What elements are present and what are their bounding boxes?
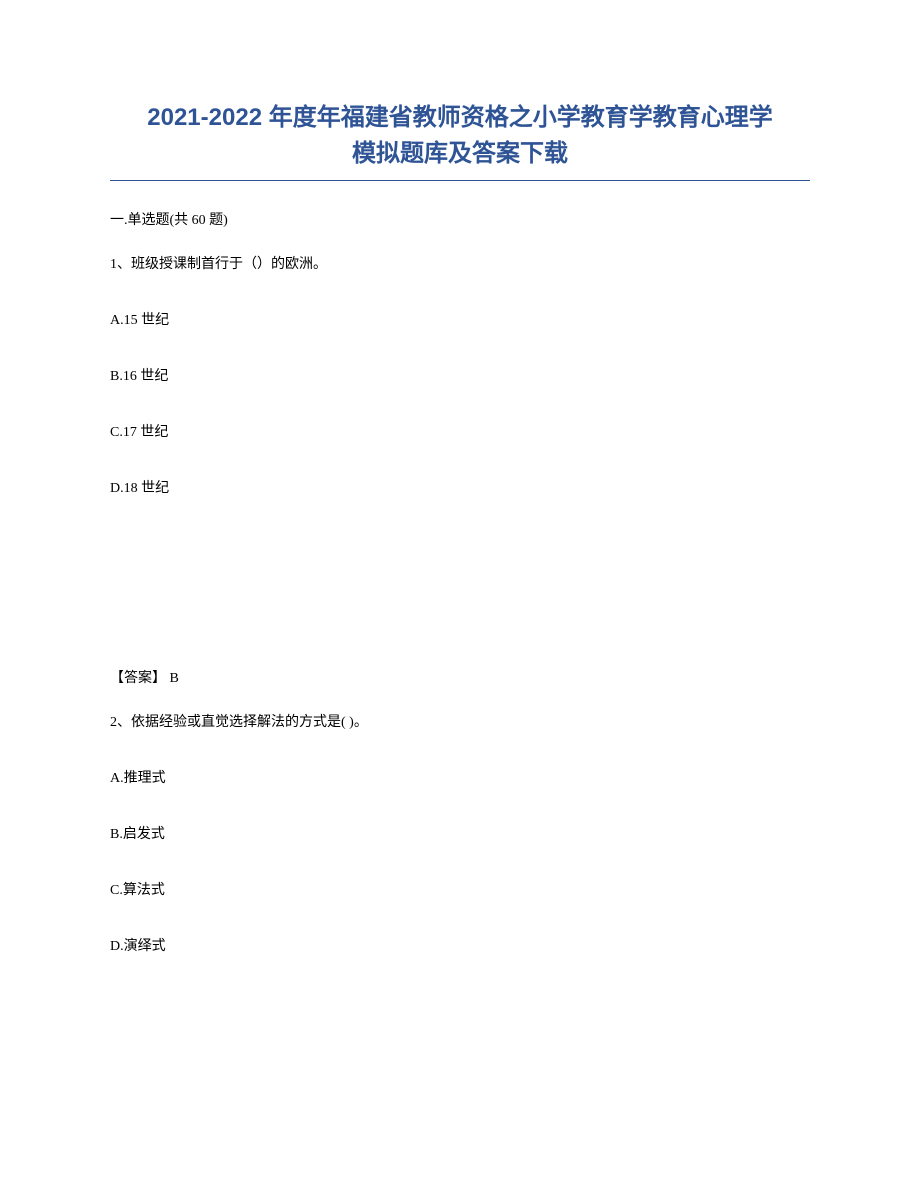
- question-2-option-d: D.演绎式: [110, 935, 810, 955]
- title-line-2: 模拟题库及答案下载: [352, 140, 568, 167]
- question-1-option-d: D.18 世纪: [110, 477, 810, 497]
- title-line-1: 2021-2022 年度年福建省教师资格之小学教育学教育心理学: [147, 104, 772, 131]
- question-1-option-b: B.16 世纪: [110, 365, 810, 385]
- question-1-body: 、班级授课制首行于（）的欧洲。: [117, 257, 327, 272]
- question-1-answer: 【答案】 B: [110, 667, 810, 687]
- answer-label: 【答案】: [110, 671, 166, 686]
- question-2-text: 2、依据经验或直觉选择解法的方式是( )。: [110, 711, 810, 731]
- section-header: 一.单选题(共 60 题): [110, 209, 810, 229]
- question-1-text: 1、班级授课制首行于（）的欧洲。: [110, 253, 810, 273]
- question-2-option-b: B.启发式: [110, 823, 810, 843]
- question-2-option-a: A.推理式: [110, 767, 810, 787]
- question-1-option-c: C.17 世纪: [110, 421, 810, 441]
- question-1-option-a: A.15 世纪: [110, 309, 810, 329]
- answer-value: B: [166, 671, 179, 686]
- question-2-option-c: C.算法式: [110, 879, 810, 899]
- question-2-body: 、依据经验或直觉选择解法的方式是( )。: [117, 715, 368, 730]
- question-1-number: 1: [110, 257, 117, 272]
- question-2-number: 2: [110, 715, 117, 730]
- document-title: 2021-2022 年度年福建省教师资格之小学教育学教育心理学 模拟题库及答案下…: [110, 100, 810, 181]
